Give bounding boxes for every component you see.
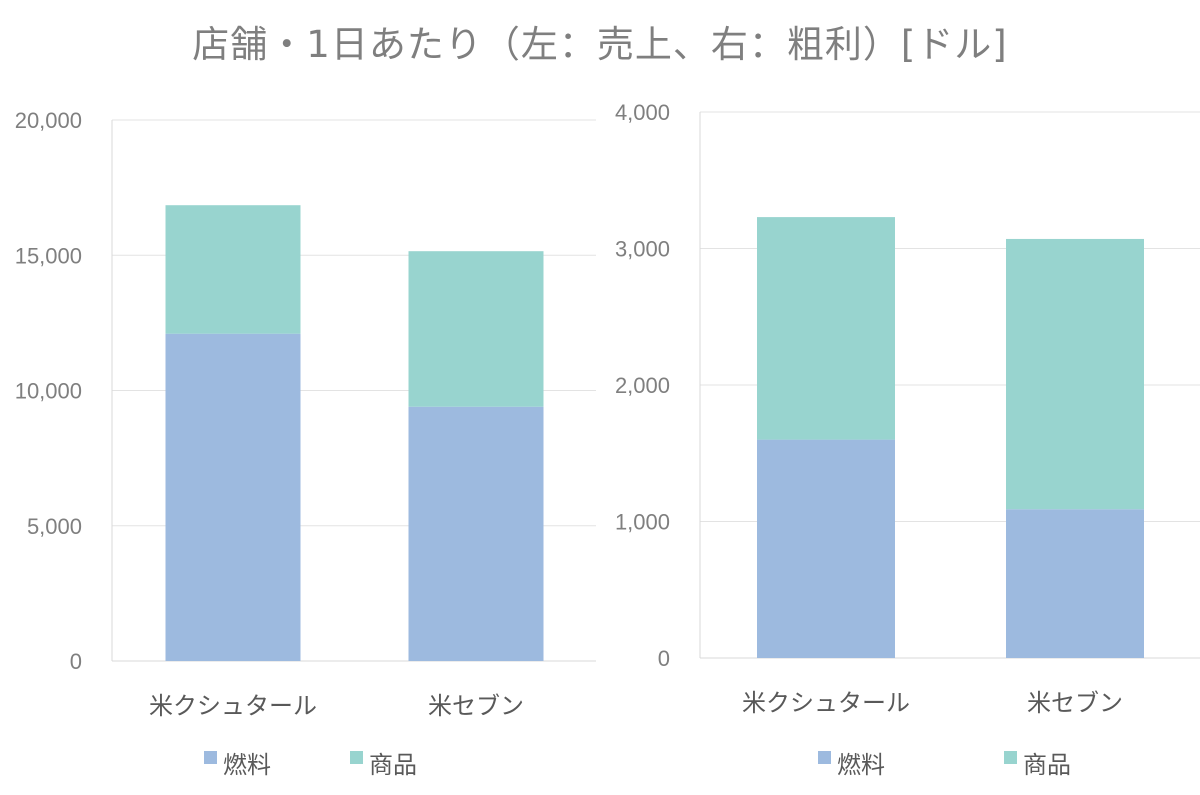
chart2-y-tick-label: 1,000: [615, 510, 670, 535]
chart2-legend-label: 商品: [1023, 751, 1071, 779]
chart1-category-label: 米クシュタール: [149, 692, 317, 720]
chart1-bar-fuel-2: [408, 406, 544, 661]
chart-title: 店舗・1日あたり（左：売上、右：粗利）[ドル]: [192, 23, 1008, 66]
chart1-bar-fuel-1: [165, 333, 301, 661]
chart1-y-tick-label: 5,000: [27, 514, 82, 539]
chart2-bar-fuel-1: [757, 439, 895, 658]
chart2-bar-fuel-2: [1006, 509, 1144, 658]
chart1-legend-swatch: [204, 751, 217, 764]
chart1-legend-swatch: [350, 751, 363, 764]
chart1-legend-label: 燃料: [223, 751, 271, 779]
chart2-bar-goods-1: [757, 217, 895, 440]
chart2-legend-swatch: [1004, 751, 1017, 764]
chart1-y-tick-label: 10,000: [15, 379, 82, 404]
chart1-category-label: 米セブン: [428, 692, 524, 720]
chart2-y-tick-label: 2,000: [615, 373, 670, 398]
chart2-category-label: 米クシュタール: [742, 689, 910, 717]
chart1-legend-label: 商品: [369, 751, 417, 779]
chart2-bar-goods-2: [1006, 238, 1144, 510]
chart1-y-tick-label: 20,000: [15, 108, 82, 133]
chart2-legend-swatch: [818, 751, 831, 764]
chart1-bar-goods-1: [165, 205, 301, 334]
chart1-y-tick-label: 15,000: [15, 243, 82, 268]
chart2-y-tick-label: 0: [658, 646, 670, 671]
chart1-bar-goods-2: [408, 251, 544, 407]
chart2-legend-label: 燃料: [837, 751, 885, 779]
chart2-y-tick-label: 3,000: [615, 237, 670, 262]
chart2-category-label: 米セブン: [1027, 689, 1123, 717]
chart2-y-tick-label: 4,000: [615, 100, 670, 125]
chart1-y-tick-label: 0: [70, 649, 82, 674]
